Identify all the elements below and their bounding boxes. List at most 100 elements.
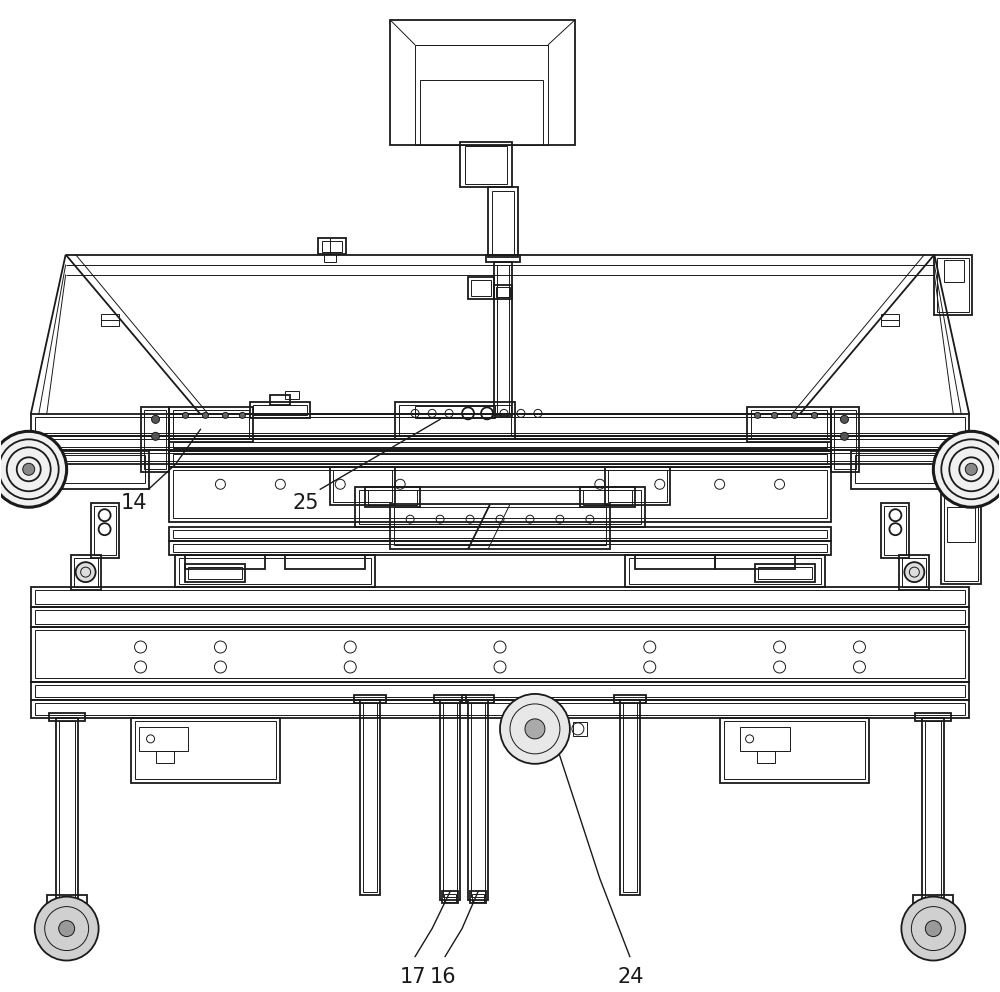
Bar: [285, 556, 365, 569]
Bar: [139, 727, 188, 751]
Bar: [35, 610, 965, 624]
Circle shape: [812, 413, 818, 419]
Bar: [169, 467, 831, 522]
Bar: [915, 713, 951, 721]
Bar: [881, 503, 909, 558]
Bar: [169, 542, 831, 556]
Bar: [185, 556, 265, 569]
Bar: [74, 558, 98, 587]
Bar: [179, 558, 371, 584]
Bar: [333, 470, 392, 502]
Bar: [53, 905, 81, 911]
Bar: [31, 587, 969, 607]
Bar: [144, 411, 166, 469]
Bar: [173, 411, 249, 438]
Bar: [173, 454, 827, 464]
Bar: [101, 313, 119, 325]
Bar: [359, 490, 641, 524]
Bar: [720, 718, 869, 783]
Text: 16: 16: [430, 966, 457, 986]
Bar: [173, 530, 827, 539]
Bar: [35, 703, 965, 715]
Bar: [608, 470, 667, 502]
Bar: [253, 406, 307, 416]
Text: 24: 24: [618, 966, 644, 986]
Bar: [56, 718, 78, 913]
Bar: [141, 408, 169, 472]
Bar: [91, 503, 119, 558]
Bar: [29, 451, 149, 489]
Circle shape: [925, 921, 941, 936]
Bar: [934, 255, 972, 314]
Bar: [902, 558, 926, 587]
Bar: [881, 313, 899, 325]
Circle shape: [755, 413, 761, 419]
Bar: [135, 721, 276, 779]
Circle shape: [202, 413, 208, 419]
Text: 17: 17: [400, 966, 427, 986]
Circle shape: [239, 413, 245, 419]
Bar: [947, 507, 975, 543]
Bar: [755, 564, 815, 582]
Circle shape: [152, 433, 160, 440]
Bar: [614, 695, 646, 703]
Bar: [472, 894, 484, 902]
Bar: [629, 558, 821, 584]
Bar: [460, 142, 512, 186]
Bar: [834, 411, 856, 469]
Bar: [494, 285, 512, 299]
Bar: [35, 453, 965, 461]
Bar: [390, 20, 575, 145]
Bar: [394, 507, 606, 546]
Bar: [31, 682, 969, 700]
Bar: [173, 442, 827, 448]
Bar: [399, 406, 511, 435]
Bar: [324, 254, 336, 262]
Bar: [415, 407, 495, 419]
Bar: [922, 718, 944, 913]
Bar: [468, 277, 494, 299]
Bar: [169, 408, 253, 442]
Bar: [250, 403, 310, 419]
Bar: [625, 556, 825, 587]
Bar: [285, 392, 299, 400]
Bar: [443, 703, 457, 897]
Bar: [899, 556, 929, 590]
Bar: [365, 487, 420, 507]
Bar: [471, 703, 485, 897]
Circle shape: [182, 413, 188, 419]
Bar: [390, 504, 610, 550]
Bar: [471, 280, 491, 296]
Bar: [488, 186, 518, 257]
Bar: [468, 700, 488, 900]
Circle shape: [840, 433, 848, 440]
Bar: [486, 255, 520, 262]
Bar: [941, 494, 981, 584]
Bar: [440, 700, 460, 900]
Bar: [740, 727, 790, 751]
Bar: [751, 411, 827, 438]
Bar: [360, 700, 380, 895]
Bar: [169, 415, 831, 439]
Bar: [330, 467, 395, 505]
Bar: [156, 751, 174, 763]
Bar: [944, 260, 964, 282]
Circle shape: [0, 432, 67, 507]
Bar: [368, 490, 417, 505]
Bar: [855, 455, 967, 483]
Circle shape: [772, 413, 778, 419]
Bar: [322, 241, 342, 252]
Bar: [354, 695, 386, 703]
Bar: [35, 630, 965, 678]
Bar: [35, 439, 965, 447]
Bar: [173, 418, 827, 436]
Bar: [635, 556, 715, 569]
Bar: [173, 545, 827, 553]
Text: 14: 14: [121, 493, 147, 513]
Bar: [31, 627, 969, 682]
Text: 25: 25: [292, 493, 319, 513]
Bar: [434, 695, 466, 703]
Bar: [169, 439, 831, 451]
Bar: [583, 490, 632, 505]
Circle shape: [933, 432, 1000, 507]
